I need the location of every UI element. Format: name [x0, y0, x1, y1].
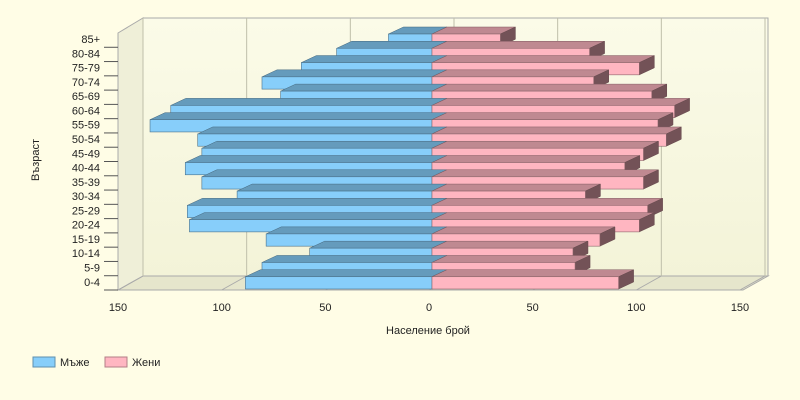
legend-label: Мъже	[60, 357, 90, 369]
x-tick	[221, 275, 247, 291]
x-axis-title: Население брой	[386, 325, 470, 337]
bar-top	[431, 69, 609, 78]
y-tick-label: 30-34	[72, 191, 100, 203]
x-tick-label: 100	[212, 302, 230, 314]
bar-top	[431, 155, 640, 163]
bar-top	[266, 226, 448, 235]
y-tick-label: 45-49	[72, 148, 100, 160]
bar-top	[261, 255, 448, 263]
bar-top	[431, 212, 655, 220]
side-wall	[117, 17, 144, 291]
y-tick-label: 20-24	[72, 220, 100, 232]
bar-top	[261, 69, 448, 78]
bar-top	[431, 198, 663, 206]
y-tick-label: 75-79	[72, 63, 100, 75]
bar-top	[197, 126, 448, 135]
bar	[431, 183, 601, 204]
x-tick-label: 100	[627, 302, 645, 314]
bar	[431, 269, 634, 290]
bar-top	[336, 41, 448, 49]
bar-top	[189, 212, 448, 220]
bar-top	[309, 240, 448, 249]
bar-top	[170, 98, 448, 106]
x-tick	[117, 275, 144, 291]
x-tick-label: 50	[319, 302, 331, 314]
bar-top	[431, 98, 690, 106]
bar-top	[431, 269, 634, 277]
bar-front	[431, 276, 619, 290]
y-tick-label: 85+	[81, 34, 100, 46]
bar-top	[149, 112, 448, 120]
bar-top	[431, 83, 667, 92]
y-tick-label: 0-4	[84, 277, 100, 289]
bar-top	[431, 255, 591, 263]
bar-top	[431, 112, 674, 120]
x-tick-label: 0	[426, 302, 432, 314]
y-tick-label: 65-69	[72, 91, 100, 103]
legend-swatch	[32, 356, 56, 368]
y-tick-label: 70-74	[72, 77, 100, 89]
x-tick	[739, 275, 766, 291]
x-tick	[636, 275, 662, 291]
legend-label: Жени	[132, 357, 160, 369]
bar-top	[301, 55, 448, 63]
x-tick-label: 150	[731, 302, 749, 314]
bar-top	[431, 169, 659, 178]
bar-top	[185, 155, 448, 163]
y-tick-label: 25-29	[72, 205, 100, 217]
bar-top	[431, 226, 616, 235]
bar-top	[201, 169, 448, 178]
y-tick-label: 60-64	[72, 105, 100, 117]
y-tick-label: 15-19	[72, 234, 100, 246]
y-tick-label: 50-54	[72, 134, 100, 146]
y-tick-label: 5-9	[84, 262, 100, 274]
bar-top	[431, 41, 605, 49]
y-axis-title: Възраст	[30, 139, 42, 181]
bar-top	[431, 126, 682, 135]
bar-top	[201, 140, 448, 149]
bar-top	[187, 198, 448, 206]
bar-top	[245, 269, 448, 277]
bar-top	[237, 183, 448, 192]
y-tick-label: 80-84	[72, 48, 100, 60]
x-tick-label: 150	[109, 302, 127, 314]
bar-front	[245, 276, 433, 290]
bar-top	[431, 240, 589, 249]
y-tick-label: 40-44	[72, 163, 100, 175]
y-tick-label: 35-39	[72, 177, 100, 189]
x-tick-label: 50	[527, 302, 539, 314]
bar-top	[431, 140, 659, 149]
bar-top	[280, 83, 448, 92]
y-tick-label: 55-59	[72, 120, 100, 132]
bar-top	[431, 183, 601, 192]
legend-swatch	[104, 356, 128, 368]
bar	[245, 269, 448, 290]
bar-top	[431, 55, 655, 63]
y-tick-label: 10-14	[72, 248, 100, 260]
